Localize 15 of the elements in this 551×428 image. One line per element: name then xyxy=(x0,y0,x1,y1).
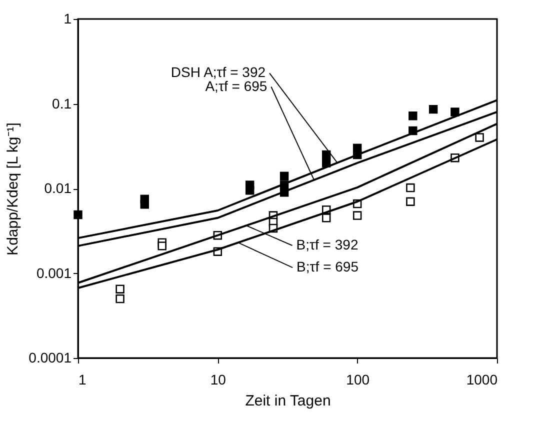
x-axis-title: Zeit in Tagen xyxy=(245,392,331,410)
y-tick-label: 1 xyxy=(64,10,72,26)
annotation: DSH A;τf = 392 xyxy=(170,64,266,80)
y-tick-label: 0.01 xyxy=(44,180,72,196)
annotation: A;τf = 695 xyxy=(205,78,268,94)
x-tick-label: 10 xyxy=(210,372,226,388)
annotation: B;τf = 695 xyxy=(296,258,359,275)
x-tick-label: 1000 xyxy=(466,372,498,388)
y-tick-label: 0.1 xyxy=(52,95,72,112)
x-tick-label: 1 xyxy=(78,372,86,388)
x-tick-label: 100 xyxy=(346,372,370,388)
y-tick-label: 0.001 xyxy=(36,264,72,281)
annotation: B;τf = 392 xyxy=(296,236,358,252)
y-axis-title: Kdapp/Kdeq [L kg⁻¹] xyxy=(4,122,22,256)
y-tick-label: 0.0001 xyxy=(28,350,72,366)
